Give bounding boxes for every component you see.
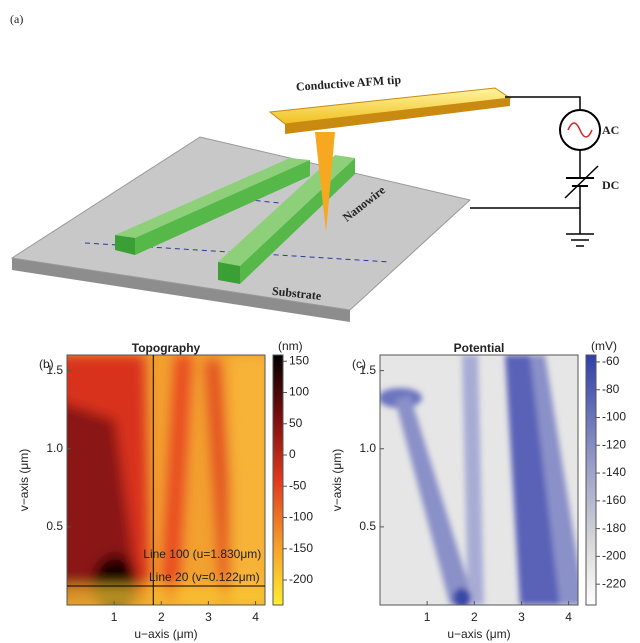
y-axis-label: v−axis (μm) <box>17 449 31 512</box>
colorbar <box>586 355 596 605</box>
tip-label: Conductive AFM tip <box>295 72 401 93</box>
annotation: Line 100 (u=1.830μm) <box>143 547 261 561</box>
annotation: Line 20 (v=0.122μm) <box>149 570 260 584</box>
colorbar-tick-label: -80 <box>602 382 620 396</box>
colorbar <box>273 355 283 605</box>
colorbar-tick-label: -140 <box>602 465 626 479</box>
x-tick-label: 1 <box>424 610 431 624</box>
colorbar-tick-label: -100 <box>289 510 313 524</box>
colorbar-unit: (nm) <box>278 339 303 353</box>
colorbar-tick-label: -100 <box>602 410 626 424</box>
colorbar-tick-label: -150 <box>289 541 313 555</box>
y-tick-label: 1.5 <box>359 363 376 377</box>
x-tick-label: 2 <box>158 610 165 624</box>
substrate <box>12 137 470 310</box>
colorbar-tick-label: -60 <box>602 354 620 368</box>
colorbar-tick-label: -200 <box>602 549 626 563</box>
plot-title: Potential <box>454 341 505 355</box>
x-tick-label: 3 <box>205 610 212 624</box>
colorbar-tick-label: 0 <box>289 447 296 461</box>
x-tick-label: 3 <box>518 610 525 624</box>
colorbar-tick-label: -220 <box>602 576 626 590</box>
y-tick-label: 0.5 <box>359 519 376 533</box>
x-tick-label: 2 <box>471 610 478 624</box>
colorbar-tick-label: 150 <box>289 353 309 367</box>
y-axis-label: v−axis (μm) <box>330 449 344 512</box>
potential-map <box>378 355 585 608</box>
y-tick-label: 1.5 <box>46 363 63 377</box>
x-tick-label: 4 <box>252 610 259 624</box>
ac-label: AC <box>602 123 619 137</box>
panel-a: (a) Conductive AFM tip Nanowire Substrat… <box>10 12 619 322</box>
colorbar-tick-label: 100 <box>289 385 309 399</box>
dc-label: DC <box>602 178 619 192</box>
y-tick-label: 1.0 <box>46 441 63 455</box>
colorbar-tick-label: -160 <box>602 493 626 507</box>
colorbar-unit: (mV) <box>591 339 617 353</box>
panel-label: (a) <box>10 12 23 26</box>
colorbar-tick-label: -200 <box>289 572 313 586</box>
wire <box>505 97 580 110</box>
colorbar-tick-label: -120 <box>602 437 626 451</box>
colorbar-tick-label: 50 <box>289 416 303 430</box>
x-tick-label: 4 <box>565 610 572 624</box>
y-tick-label: 1.0 <box>359 441 376 455</box>
colorbar-tick-label: -180 <box>602 521 626 535</box>
x-axis-label: u−axis (μm) <box>134 627 197 641</box>
colorbar-tick-label: -50 <box>289 478 307 492</box>
variable-arrow <box>565 166 598 198</box>
y-tick-label: 0.5 <box>46 519 63 533</box>
x-axis-label: u−axis (μm) <box>447 627 510 641</box>
plot-title: Topography <box>132 341 201 355</box>
x-tick-label: 1 <box>111 610 118 624</box>
figure: (a) Conductive AFM tip Nanowire Substrat… <box>0 0 640 643</box>
